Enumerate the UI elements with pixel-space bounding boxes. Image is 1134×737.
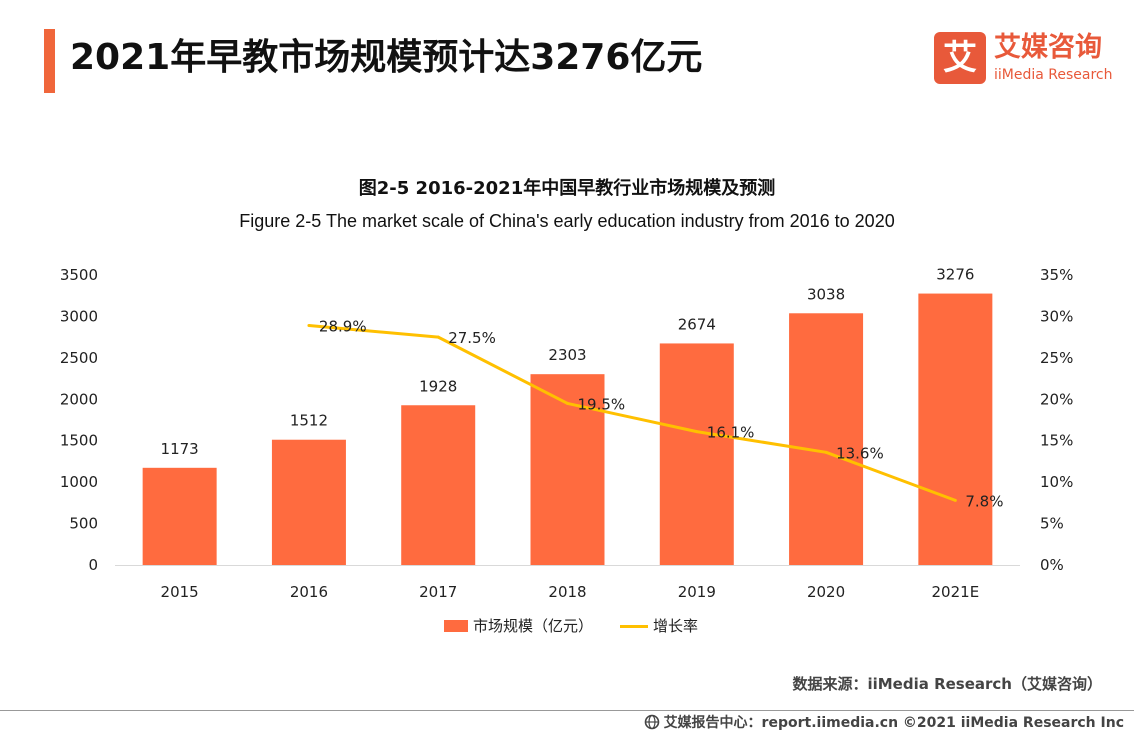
growth-rate-label: 28.9% bbox=[319, 318, 367, 336]
market-scale-chart: 0 500 1000 1500 2000 2500 3000 3500 0% 5% 10% 15% 20… bbox=[60, 266, 1074, 600]
y-left-tick-label: 3500 bbox=[60, 266, 98, 284]
bar-market-scale bbox=[659, 343, 734, 565]
y-right-tick-label: 10% bbox=[1040, 473, 1073, 491]
y-right-tick-label: 20% bbox=[1040, 390, 1073, 408]
chart-title: 图2-5 2016-2021年中国早教行业市场规模及预测 bbox=[358, 178, 776, 199]
iimedia-logo: 艾 艾媒咨询 iiMedia Research bbox=[934, 32, 1124, 86]
growth-rate-point bbox=[695, 430, 699, 434]
bar-value-label: 2303 bbox=[548, 346, 586, 364]
y-left-tick-label: 2500 bbox=[60, 349, 98, 367]
y-right-tick-label: 5% bbox=[1040, 515, 1064, 533]
growth-rate-label: 13.6% bbox=[836, 444, 884, 462]
x-tick-label: 2020 bbox=[807, 583, 845, 600]
footer-divider bbox=[0, 710, 1134, 711]
page-title: 2021年早教市场规模预计达3276亿元 bbox=[70, 37, 703, 78]
y-right-tick-label: 15% bbox=[1040, 432, 1073, 450]
growth-rate-label: 19.5% bbox=[578, 395, 626, 413]
y-right-tick-label: 25% bbox=[1040, 349, 1073, 367]
chart-subtitle: Figure 2-5 The market scale of China's e… bbox=[239, 211, 895, 231]
logo-name-en: iiMedia Research bbox=[994, 67, 1113, 83]
growth-rate-label: 27.5% bbox=[448, 329, 496, 347]
legend-swatch-line bbox=[620, 625, 648, 628]
globe-icon bbox=[644, 714, 659, 730]
footer-text: 艾媒报告中心：report.iimedia.cn ©2021 iiMedia R… bbox=[663, 715, 1124, 731]
bar-value-label: 3276 bbox=[936, 266, 974, 284]
bar-market-scale bbox=[789, 313, 864, 565]
y-left-tick-label: 1000 bbox=[60, 473, 98, 491]
y-left-tick-label: 3000 bbox=[60, 307, 98, 325]
growth-rate-line bbox=[308, 324, 956, 502]
bar-value-label: 1173 bbox=[161, 440, 199, 458]
y-right-tick-label: 35% bbox=[1040, 266, 1073, 284]
x-tick-label: 2018 bbox=[548, 583, 586, 600]
growth-rate-point bbox=[436, 335, 440, 339]
growth-rate-point bbox=[566, 401, 569, 405]
bar-value-label: 2674 bbox=[678, 315, 716, 333]
title-accent-bar bbox=[44, 29, 55, 93]
y-left-tick-label: 2000 bbox=[60, 390, 98, 408]
x-tick-label: 2015 bbox=[161, 583, 199, 600]
bar-value-label: 1928 bbox=[419, 377, 457, 395]
legend-swatch-bar bbox=[444, 620, 468, 632]
data-source: 数据来源：iiMedia Research（艾媒咨询） bbox=[792, 675, 1102, 693]
legend-label-market-scale: 市场规模（亿元） bbox=[473, 617, 594, 635]
logo-glyph: 艾 bbox=[943, 38, 977, 78]
y-right-tick-label: 0% bbox=[1040, 556, 1064, 574]
x-tick-label: 2021E bbox=[932, 583, 980, 600]
logo-mark: 艾 bbox=[934, 32, 986, 84]
y-left-tick-label: 500 bbox=[69, 515, 98, 533]
y-right-tick-label: 30% bbox=[1040, 307, 1073, 325]
bar-market-scale bbox=[530, 374, 605, 565]
bar-market-scale bbox=[918, 293, 993, 565]
x-tick-label: 2017 bbox=[419, 583, 457, 600]
growth-rate-point bbox=[824, 450, 828, 454]
y-left-tick-label: 1500 bbox=[60, 432, 98, 450]
x-tick-label: 2016 bbox=[290, 583, 328, 600]
x-tick-label: 2019 bbox=[678, 583, 716, 600]
growth-rate-point bbox=[953, 498, 957, 502]
bar-market-scale bbox=[401, 405, 476, 565]
growth-rate-point bbox=[307, 324, 311, 328]
growth-rate-label: 16.1% bbox=[707, 424, 755, 442]
bar-market-scale bbox=[271, 439, 346, 565]
growth-rate-label: 7.8% bbox=[965, 492, 1003, 510]
bar-value-label: 3038 bbox=[807, 285, 845, 303]
legend-label-growth-rate: 增长率 bbox=[653, 617, 699, 635]
bar-market-scale bbox=[142, 467, 217, 565]
y-left-tick-label: 0 bbox=[88, 556, 98, 574]
logo-name-cn: 艾媒咨询 bbox=[994, 32, 1102, 63]
footer: 艾媒报告中心：report.iimedia.cn ©2021 iiMedia R… bbox=[644, 713, 1124, 733]
bar-value-label: 1512 bbox=[290, 412, 328, 430]
